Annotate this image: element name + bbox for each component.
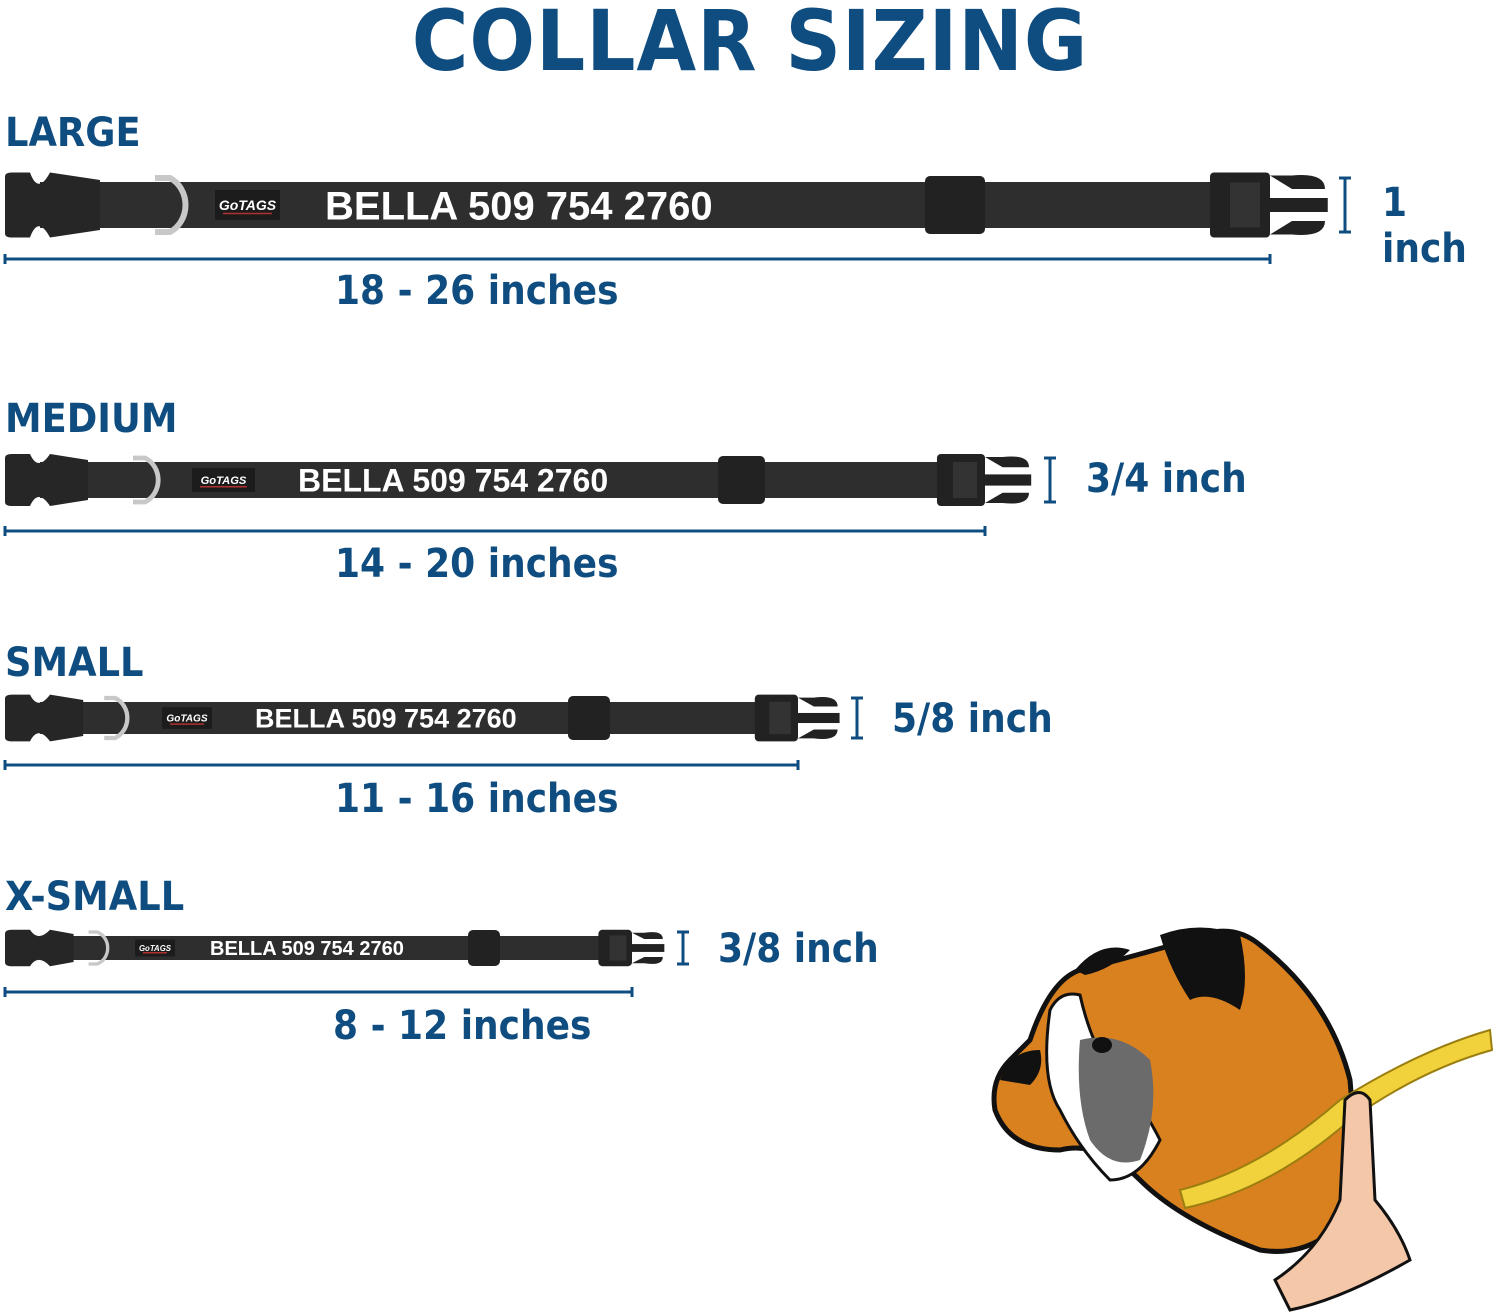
buckle-prong-bottom: [632, 956, 663, 964]
logo-patch: [192, 468, 255, 492]
collar-small: GoTAGS BELLA 509 754 2760: [3, 694, 863, 770]
width-marker-icon: [851, 696, 863, 740]
buckle-prong-center: [1270, 198, 1328, 212]
male-buckle-inset: [769, 701, 791, 735]
page-title: COLLAR SIZING: [411, 0, 1089, 90]
buckle-prong-center: [985, 474, 1032, 486]
buckle-prong-top: [798, 696, 838, 707]
male-buckle-inset: [953, 462, 977, 498]
width-marker-icon: [1339, 176, 1351, 234]
buckle-prong-top: [985, 456, 1029, 468]
width-xsmall: 3/8 inch: [718, 926, 879, 972]
range-large: 18 - 26 inches: [335, 268, 619, 314]
range-medium: 14 - 20 inches: [335, 541, 619, 587]
gotags-logo: GoTAGS: [201, 475, 247, 487]
size-label-xsmall: X-SMALL: [5, 874, 185, 920]
gotags-logo: GoTAGS: [139, 944, 172, 953]
d-ring: [133, 455, 161, 505]
logo-patch: [215, 190, 280, 220]
female-buckle: [5, 172, 100, 238]
collar-name-text: BELLA 509 754 2760: [325, 184, 713, 228]
collar-name-text: BELLA 509 754 2760: [255, 704, 517, 734]
width-large: 1 inch: [1382, 180, 1467, 272]
buckle-prong-bottom: [1270, 221, 1325, 235]
buckle-prong-bottom: [985, 492, 1029, 504]
width-marker-icon: [1044, 456, 1056, 504]
female-buckle: [5, 929, 74, 967]
hand: [1273, 1091, 1412, 1312]
d-ring: [88, 930, 110, 966]
buckle-prong-center: [798, 712, 840, 724]
collar-x-small: GoTAGS BELLA 509 754 2760: [3, 929, 689, 997]
d-ring: [104, 695, 130, 741]
male-buckle-inset: [609, 935, 627, 961]
buckle-prong-top: [632, 932, 663, 940]
strap-keeper: [718, 456, 765, 504]
range-small: 11 - 16 inches: [335, 776, 619, 822]
gotags-logo: GoTAGS: [219, 197, 277, 213]
size-label-small: SMALL: [5, 640, 144, 686]
measuring-tape: [1178, 1028, 1494, 1210]
male-buckle-inset: [1230, 182, 1260, 228]
range-xsmall: 8 - 12 inches: [333, 1003, 592, 1049]
strap-keeper: [568, 696, 610, 740]
strap-keeper: [925, 176, 985, 234]
width-small: 5/8 inch: [892, 696, 1053, 742]
buckle-prong-bottom: [798, 729, 838, 740]
size-label-large: LARGE: [5, 110, 141, 156]
collar-medium: GoTAGS BELLA 509 754 2760: [3, 454, 1056, 536]
female-buckle: [5, 694, 84, 742]
width-marker-icon: [677, 930, 689, 966]
collar-name-text: BELLA 509 754 2760: [210, 938, 404, 960]
collar-name-text: BELLA 509 754 2760: [298, 463, 608, 499]
size-label-medium: MEDIUM: [5, 396, 178, 442]
d-ring: [155, 175, 189, 235]
female-buckle: [5, 454, 88, 506]
dog-head: [991, 927, 1363, 1254]
gotags-logo: GoTAGS: [166, 714, 208, 725]
buckle-prong-center: [632, 944, 665, 952]
buckle-prong-top: [1270, 175, 1325, 189]
width-medium: 3/4 inch: [1086, 456, 1247, 502]
strap-keeper: [468, 930, 500, 966]
collar-large: GoTAGS BELLA 509 754 2760: [3, 172, 1351, 264]
